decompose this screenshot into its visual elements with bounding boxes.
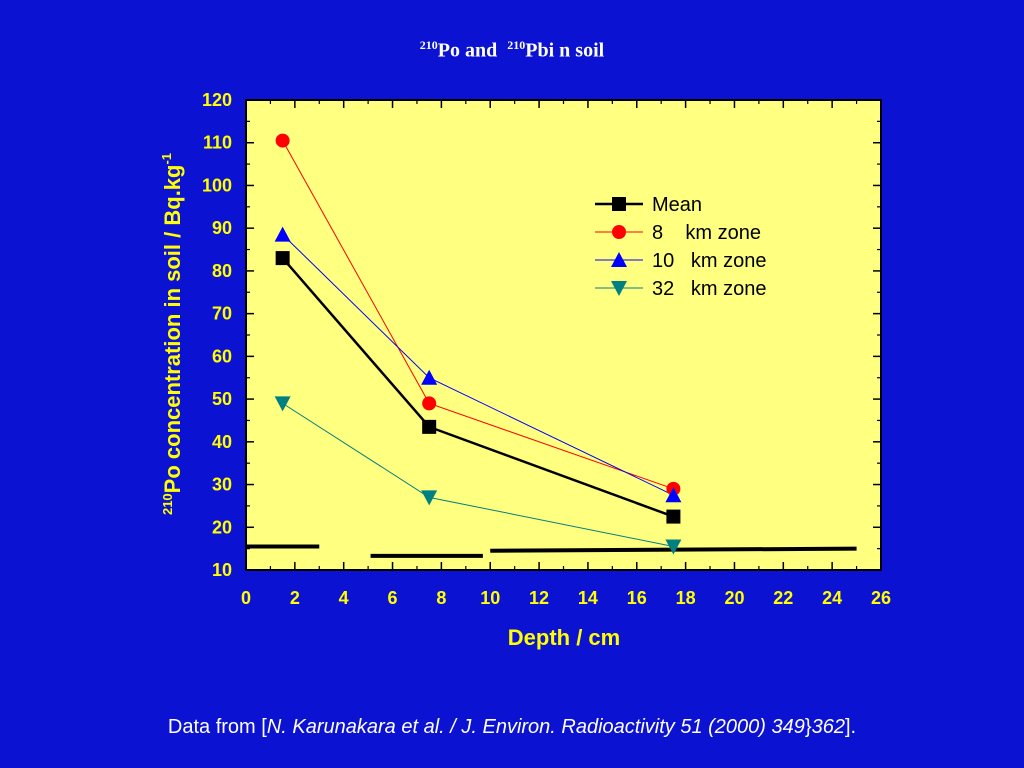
y-tick-label: 60	[212, 346, 232, 366]
title-superscript-1: 210	[419, 38, 438, 52]
x-tick-label: 14	[578, 588, 598, 608]
x-tick-label: 22	[773, 588, 793, 608]
x-tick-label: 10	[480, 588, 500, 608]
series-2-point-1	[275, 133, 290, 148]
legend-label-1: Mean	[652, 194, 702, 216]
series-3-point-1	[274, 226, 291, 242]
x-tick-label: 4	[339, 588, 349, 608]
plot-area	[246, 100, 881, 570]
caption-suffix: ].	[844, 716, 857, 738]
legend-marker-4	[611, 281, 627, 296]
legend-label-2: 8 km zone	[652, 222, 761, 244]
y-tick-label: 110	[203, 133, 232, 153]
y-tick-label: 40	[212, 432, 232, 452]
y-axis-label: 210Po concentration in soil / Bq.kg-1	[159, 153, 185, 515]
legend-label-3: 10 km zone	[652, 250, 767, 272]
x-tick-label: 0	[241, 588, 251, 608]
x-tick-label: 16	[627, 588, 647, 608]
y-axis-label-text: Po concentration in soil / Bq.kg	[160, 165, 185, 494]
y-axis-label-exponent: -1	[159, 153, 174, 165]
legend-label-4: 32 km zone	[652, 278, 767, 300]
x-tick-label: 26	[871, 588, 891, 608]
y-tick-label: 10	[212, 560, 232, 580]
x-axis-label: Depth / cm	[508, 625, 620, 650]
x-tick-label: 24	[822, 588, 842, 608]
series-4-point-2	[421, 490, 438, 506]
y-tick-label: 20	[212, 517, 232, 537]
y-tick-label: 120	[202, 90, 232, 110]
series-4-point-1	[274, 396, 291, 412]
title-superscript-2: 210	[507, 38, 526, 52]
y-tick-label: 30	[212, 475, 232, 495]
series-1-point-2	[422, 419, 437, 434]
y-tick-label: 70	[212, 304, 232, 324]
x-tick-label: 18	[676, 588, 696, 608]
y-tick-label: 90	[212, 218, 232, 238]
series-3-point-3	[665, 487, 682, 503]
legend-marker-2	[612, 225, 626, 239]
series-2-point-2	[422, 396, 437, 411]
legend-marker-1	[612, 197, 626, 211]
y-tick-label: 50	[212, 389, 232, 409]
source-caption: Data from [N. Karunakara et al. / J. Env…	[0, 716, 1024, 739]
title-part-1: Po and	[437, 39, 503, 62]
y-axis-label-superscript: 210	[160, 493, 175, 515]
caption-prefix: Data from [	[167, 716, 267, 738]
legend-marker-3	[611, 252, 627, 267]
chart: 0 2 4 6 8 10 12 14 16 18 20 22 24 2610203040506070809…	[159, 90, 891, 650]
x-tick-label: 20	[724, 588, 744, 608]
caption-separator: }	[804, 716, 812, 738]
x-tick-label: 8	[436, 588, 446, 608]
caption-pages-end: 362	[811, 716, 845, 738]
x-tick-label: 6	[388, 588, 398, 608]
series-4-point-3	[665, 539, 682, 555]
x-tick-label: 12	[529, 588, 549, 608]
x-tick-label: 2	[290, 588, 300, 608]
series-3-point-2	[421, 369, 438, 385]
title-part-2: Pbi n soil	[525, 39, 605, 62]
y-tick-label: 80	[212, 261, 232, 281]
y-tick-label: 100	[202, 175, 232, 195]
series-1-point-3	[666, 509, 681, 524]
caption-citation: N. Karunakara et al. / J. Environ. Radio…	[266, 716, 805, 738]
chart-title: 210Po and 210Pbi n soil	[0, 38, 1024, 63]
series-1-point-1	[275, 251, 290, 266]
